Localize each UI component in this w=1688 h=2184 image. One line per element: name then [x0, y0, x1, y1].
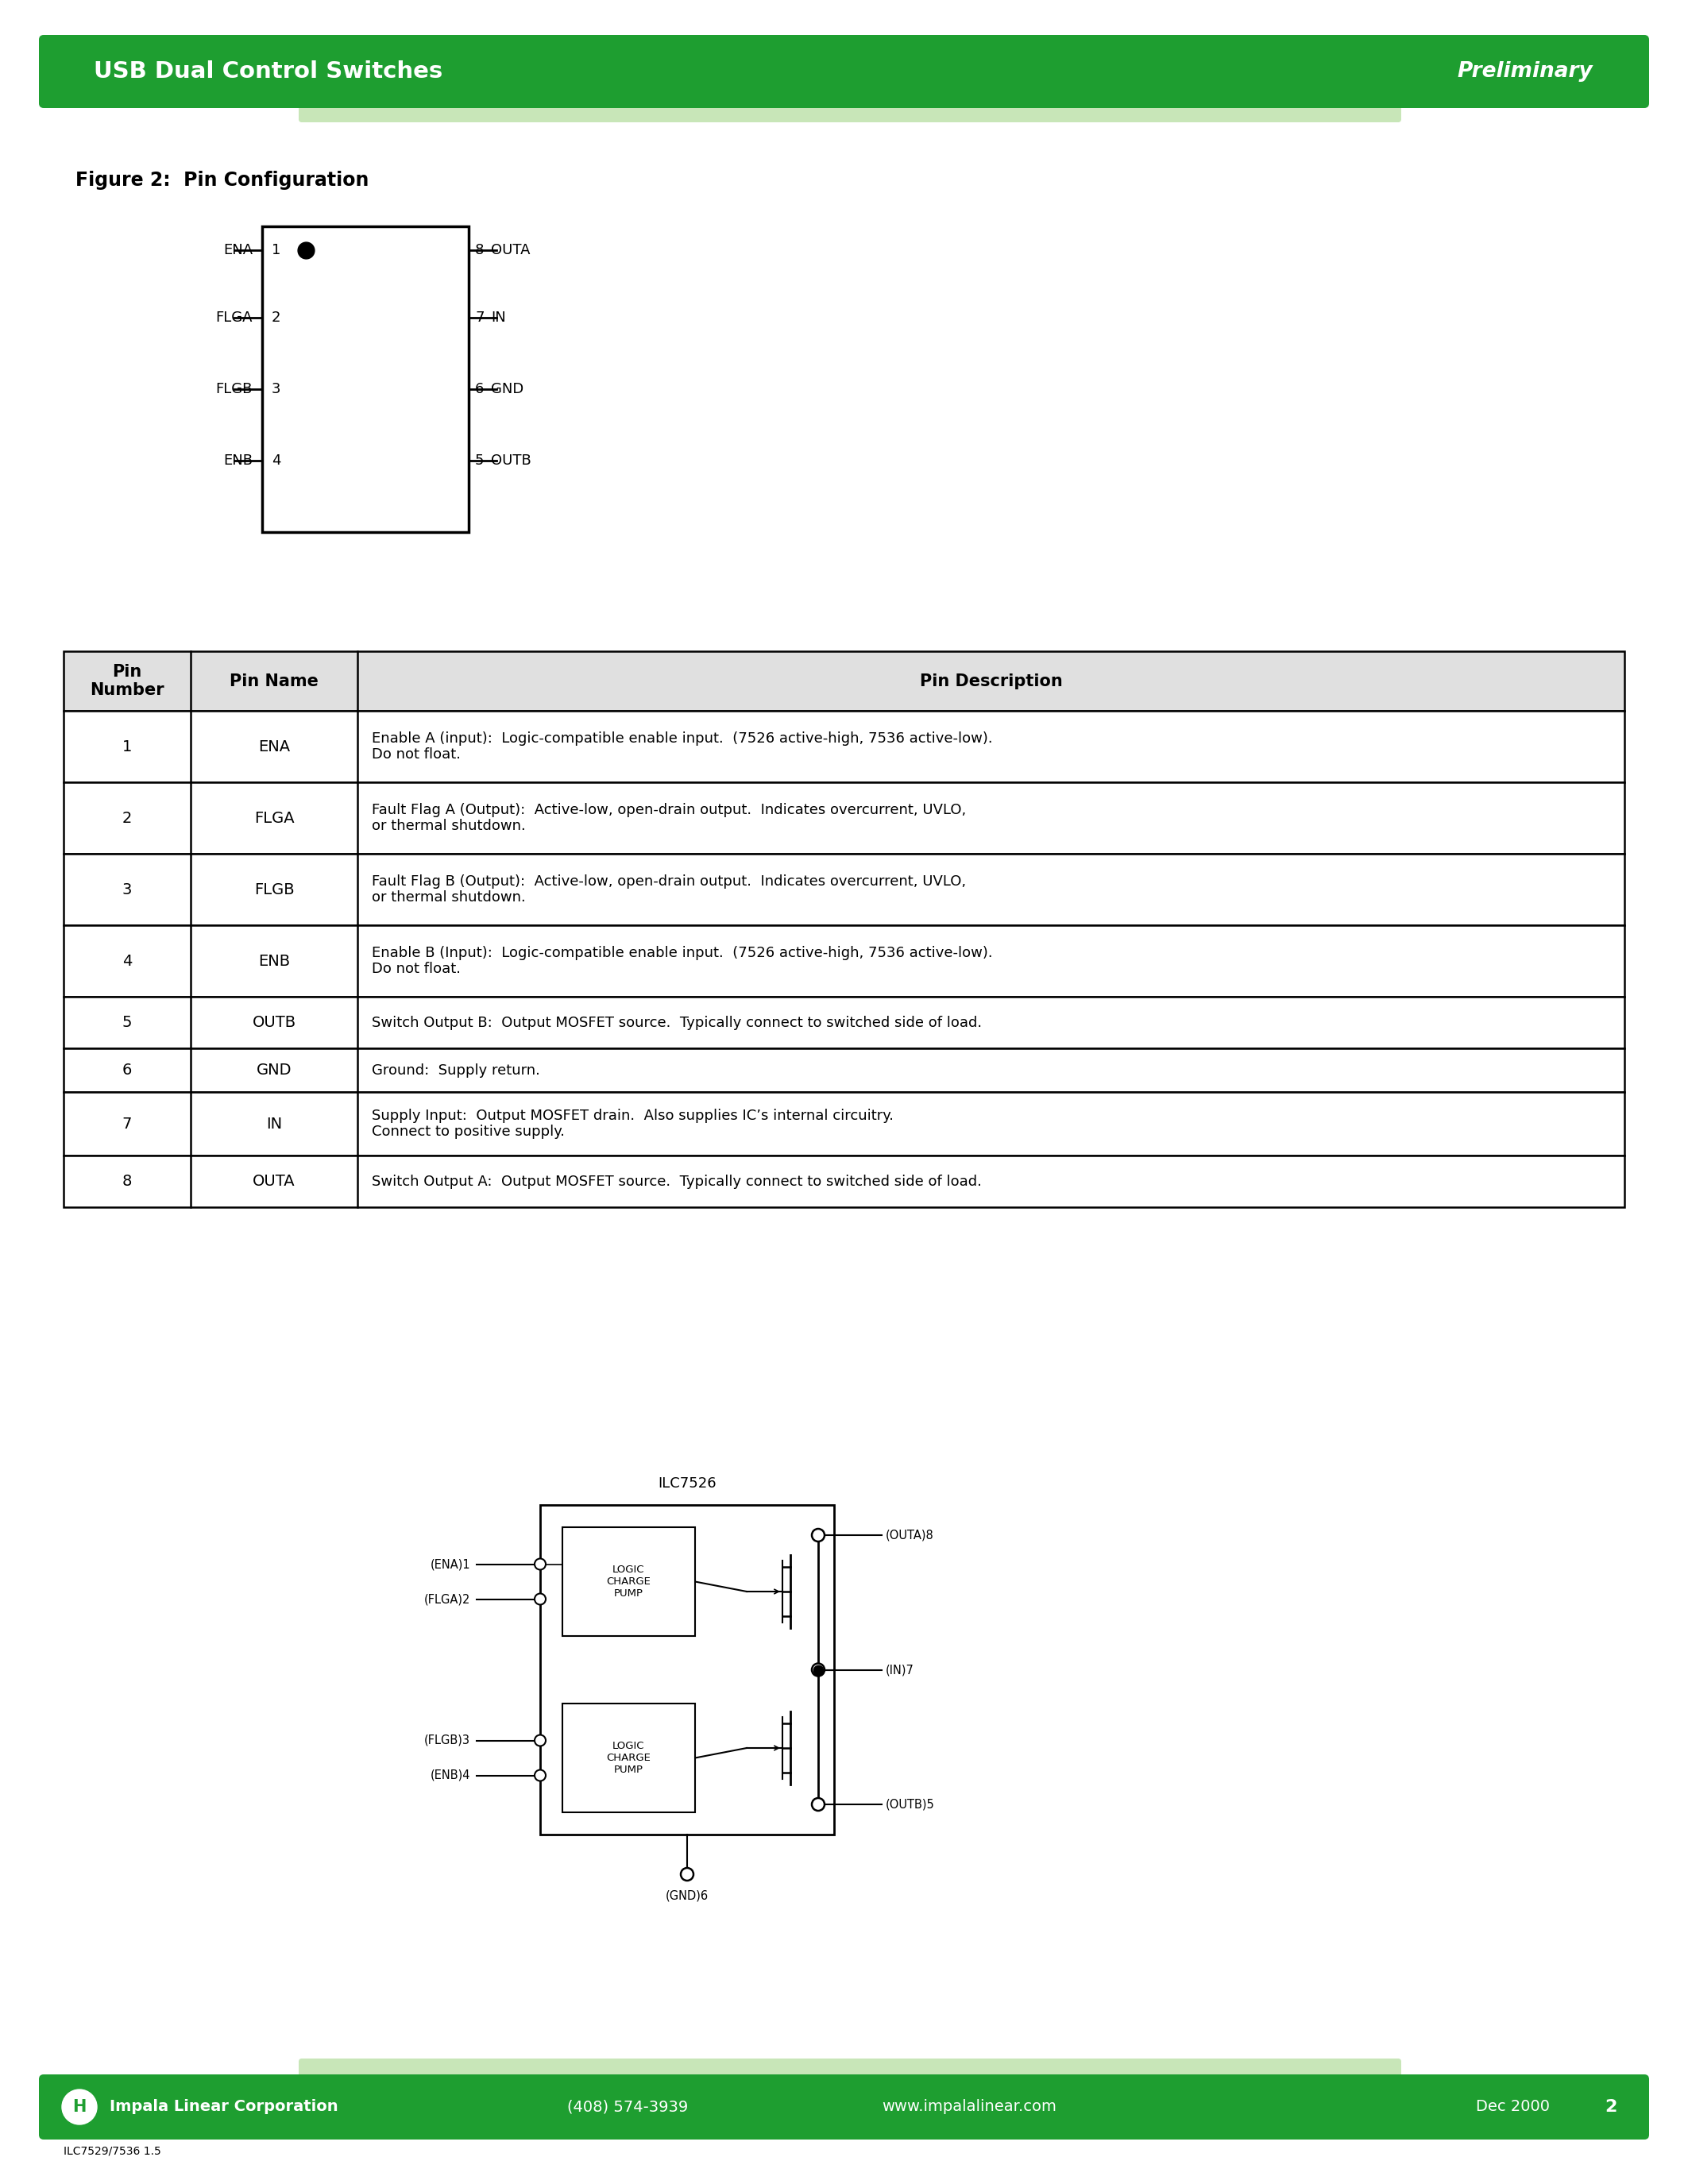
- Text: (GND)6: (GND)6: [665, 1889, 709, 1902]
- Text: ENB: ENB: [223, 454, 253, 467]
- Text: Pin Description: Pin Description: [920, 673, 1062, 688]
- Text: Impala Linear Corporation: Impala Linear Corporation: [110, 2099, 338, 2114]
- Text: ILC7529/7536 1.5: ILC7529/7536 1.5: [64, 2147, 160, 2158]
- Bar: [262, 227, 469, 533]
- Bar: [540, 1505, 834, 1835]
- Text: GND: GND: [257, 1064, 292, 1077]
- Text: (OUTA)8: (OUTA)8: [886, 1529, 933, 1542]
- Circle shape: [535, 1594, 545, 1605]
- Text: 5: 5: [122, 1016, 132, 1031]
- Circle shape: [535, 1734, 545, 1745]
- Text: OUTA: OUTA: [253, 1173, 295, 1188]
- Text: 2: 2: [1605, 2099, 1617, 2114]
- Text: IN: IN: [491, 310, 506, 325]
- FancyBboxPatch shape: [299, 92, 1401, 122]
- Bar: [64, 926, 1624, 996]
- Circle shape: [535, 1769, 545, 1780]
- Circle shape: [812, 1797, 824, 1811]
- Text: (IN)7: (IN)7: [886, 1664, 915, 1675]
- Text: Fault Flag B (Output):  Active-low, open-drain output.  Indicates overcurrent, U: Fault Flag B (Output): Active-low, open-…: [371, 874, 966, 904]
- Circle shape: [812, 1664, 824, 1675]
- Text: Dec 2000: Dec 2000: [1475, 2099, 1550, 2114]
- Bar: [64, 651, 1624, 710]
- Text: www.impalalinear.com: www.impalalinear.com: [881, 2099, 1057, 2114]
- Text: Preliminary: Preliminary: [1457, 61, 1593, 81]
- FancyBboxPatch shape: [39, 35, 1649, 107]
- Text: FLGB: FLGB: [253, 882, 294, 898]
- Bar: [64, 710, 1624, 782]
- Text: (FLGB)3: (FLGB)3: [424, 1734, 471, 1747]
- Text: USB Dual Control Switches: USB Dual Control Switches: [95, 61, 442, 83]
- Text: (ENB)4: (ENB)4: [430, 1769, 471, 1782]
- Text: (ENA)1: (ENA)1: [430, 1557, 471, 1570]
- Text: FLGA: FLGA: [253, 810, 294, 826]
- Text: LOGIC
CHARGE
PUMP: LOGIC CHARGE PUMP: [606, 1564, 652, 1599]
- Bar: [64, 1155, 1624, 1208]
- Text: Pin
Number: Pin Number: [89, 664, 164, 699]
- Text: OUTB: OUTB: [252, 1016, 295, 1031]
- Text: 4: 4: [122, 954, 132, 968]
- Circle shape: [812, 1529, 824, 1542]
- Text: IN: IN: [267, 1116, 282, 1131]
- Text: ENA: ENA: [258, 738, 290, 753]
- Text: H: H: [73, 2099, 86, 2114]
- Text: Supply Input:  Output MOSFET drain.  Also supplies IC’s internal circuitry.
Conn: Supply Input: Output MOSFET drain. Also …: [371, 1107, 893, 1140]
- Bar: [64, 996, 1624, 1048]
- Text: FLGA: FLGA: [216, 310, 253, 325]
- Circle shape: [62, 2090, 96, 2125]
- Bar: [64, 854, 1624, 926]
- FancyBboxPatch shape: [39, 2075, 1649, 2140]
- Text: FLGB: FLGB: [216, 382, 253, 395]
- Bar: [64, 1092, 1624, 1155]
- Text: (FLGA)2: (FLGA)2: [424, 1592, 471, 1605]
- Text: 3: 3: [272, 382, 280, 395]
- Circle shape: [680, 1867, 694, 1880]
- Text: 8: 8: [122, 1173, 132, 1188]
- Text: 6: 6: [122, 1064, 132, 1077]
- Text: 2: 2: [122, 810, 132, 826]
- Text: (408) 574-3939: (408) 574-3939: [567, 2099, 689, 2114]
- Bar: [64, 1048, 1624, 1092]
- Bar: [64, 782, 1624, 854]
- Text: Switch Output A:  Output MOSFET source.  Typically connect to switched side of l: Switch Output A: Output MOSFET source. T…: [371, 1175, 982, 1188]
- Text: OUTB: OUTB: [491, 454, 532, 467]
- Text: ILC7526: ILC7526: [658, 1476, 716, 1492]
- Text: ENB: ENB: [258, 954, 290, 968]
- Text: 3: 3: [122, 882, 132, 898]
- Bar: [562, 1704, 695, 1813]
- Text: (OUTB)5: (OUTB)5: [886, 1797, 935, 1811]
- Bar: [562, 1527, 695, 1636]
- Text: 7: 7: [474, 310, 484, 325]
- Text: GND: GND: [491, 382, 523, 395]
- Text: LOGIC
CHARGE
PUMP: LOGIC CHARGE PUMP: [606, 1741, 652, 1776]
- Text: OUTA: OUTA: [491, 242, 530, 258]
- Text: Pin Name: Pin Name: [230, 673, 319, 688]
- Text: ENA: ENA: [223, 242, 253, 258]
- Text: Figure 2:  Pin Configuration: Figure 2: Pin Configuration: [76, 170, 370, 190]
- Text: 4: 4: [272, 454, 280, 467]
- Text: 6: 6: [474, 382, 484, 395]
- FancyBboxPatch shape: [299, 2060, 1401, 2090]
- Text: 7: 7: [122, 1116, 132, 1131]
- Text: Ground:  Supply return.: Ground: Supply return.: [371, 1064, 540, 1077]
- Text: Switch Output B:  Output MOSFET source.  Typically connect to switched side of l: Switch Output B: Output MOSFET source. T…: [371, 1016, 982, 1029]
- Circle shape: [535, 1559, 545, 1570]
- Text: 8: 8: [474, 242, 484, 258]
- Text: 2: 2: [272, 310, 280, 325]
- Text: 1: 1: [272, 242, 280, 258]
- Text: Enable B (Input):  Logic-compatible enable input.  (7526 active-high, 7536 activ: Enable B (Input): Logic-compatible enabl…: [371, 946, 993, 976]
- Text: 1: 1: [122, 738, 132, 753]
- Text: Enable A (input):  Logic-compatible enable input.  (7526 active-high, 7536 activ: Enable A (input): Logic-compatible enabl…: [371, 732, 993, 762]
- Text: Fault Flag A (Output):  Active-low, open-drain output.  Indicates overcurrent, U: Fault Flag A (Output): Active-low, open-…: [371, 802, 966, 834]
- Text: 5: 5: [474, 454, 484, 467]
